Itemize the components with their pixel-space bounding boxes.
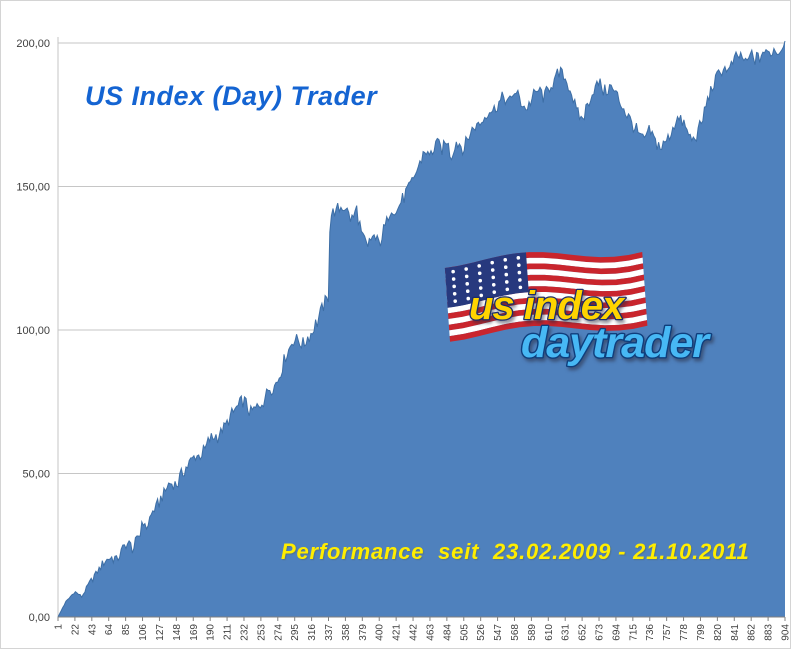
svg-text:211: 211 [223,624,234,640]
svg-text:631: 631 [561,624,572,641]
svg-text:505: 505 [459,624,470,641]
svg-text:64: 64 [104,624,115,636]
svg-text:694: 694 [611,624,622,641]
svg-text:862: 862 [747,624,758,641]
svg-text:883: 883 [764,624,775,641]
svg-text:652: 652 [578,624,589,641]
svg-text:400: 400 [375,624,386,641]
svg-text:526: 526 [476,624,487,641]
svg-text:232: 232 [239,624,250,641]
svg-text:253: 253 [256,624,267,641]
svg-text:463: 463 [425,624,436,641]
svg-text:43: 43 [87,624,98,636]
performance-line1: Performance seit 23.02.2009 - 21.10.2011 [281,539,750,564]
svg-text:1: 1 [54,624,65,630]
svg-text:673: 673 [595,624,606,641]
daytrader-logo: us index daytrader [444,251,714,368]
svg-text:904: 904 [781,624,791,641]
svg-text:799: 799 [696,624,707,641]
chart-title: US Index (Day) Trader [85,81,378,111]
svg-text:715: 715 [628,624,639,641]
svg-text:547: 547 [493,624,504,641]
svg-text:22: 22 [70,624,81,636]
svg-text:100,00: 100,00 [16,325,50,337]
svg-text:169: 169 [189,624,200,641]
svg-text:820: 820 [713,624,724,641]
svg-text:610: 610 [544,624,555,641]
svg-text:736: 736 [645,624,656,641]
svg-text:148: 148 [172,624,183,641]
svg-text:421: 421 [392,624,403,641]
svg-text:589: 589 [527,624,538,641]
logo-text-us-index: us index [469,284,626,328]
us-flag-icon [444,251,648,342]
svg-text:757: 757 [662,624,673,641]
svg-text:0,00: 0,00 [29,612,50,624]
svg-text:150,00: 150,00 [16,182,50,194]
svg-text:295: 295 [290,624,301,641]
svg-text:337: 337 [324,624,335,641]
performance-annotation: Performance seit 23.02.2009 - 21.10.2011… [281,457,750,648]
svg-text:358: 358 [341,624,352,641]
svg-text:442: 442 [409,624,420,641]
svg-text:379: 379 [358,624,369,641]
svg-text:316: 316 [307,624,318,641]
svg-text:190: 190 [206,624,217,641]
svg-text:778: 778 [679,624,690,641]
svg-text:568: 568 [510,624,521,641]
logo-text-daytrader: daytrader [521,319,711,367]
svg-text:841: 841 [730,624,741,641]
svg-text:200,00: 200,00 [16,38,50,50]
svg-text:274: 274 [273,624,284,641]
svg-text:484: 484 [442,624,453,641]
svg-text:106: 106 [138,624,149,641]
svg-text:50,00: 50,00 [22,469,50,481]
svg-text:85: 85 [121,624,132,636]
svg-text:127: 127 [155,624,166,641]
